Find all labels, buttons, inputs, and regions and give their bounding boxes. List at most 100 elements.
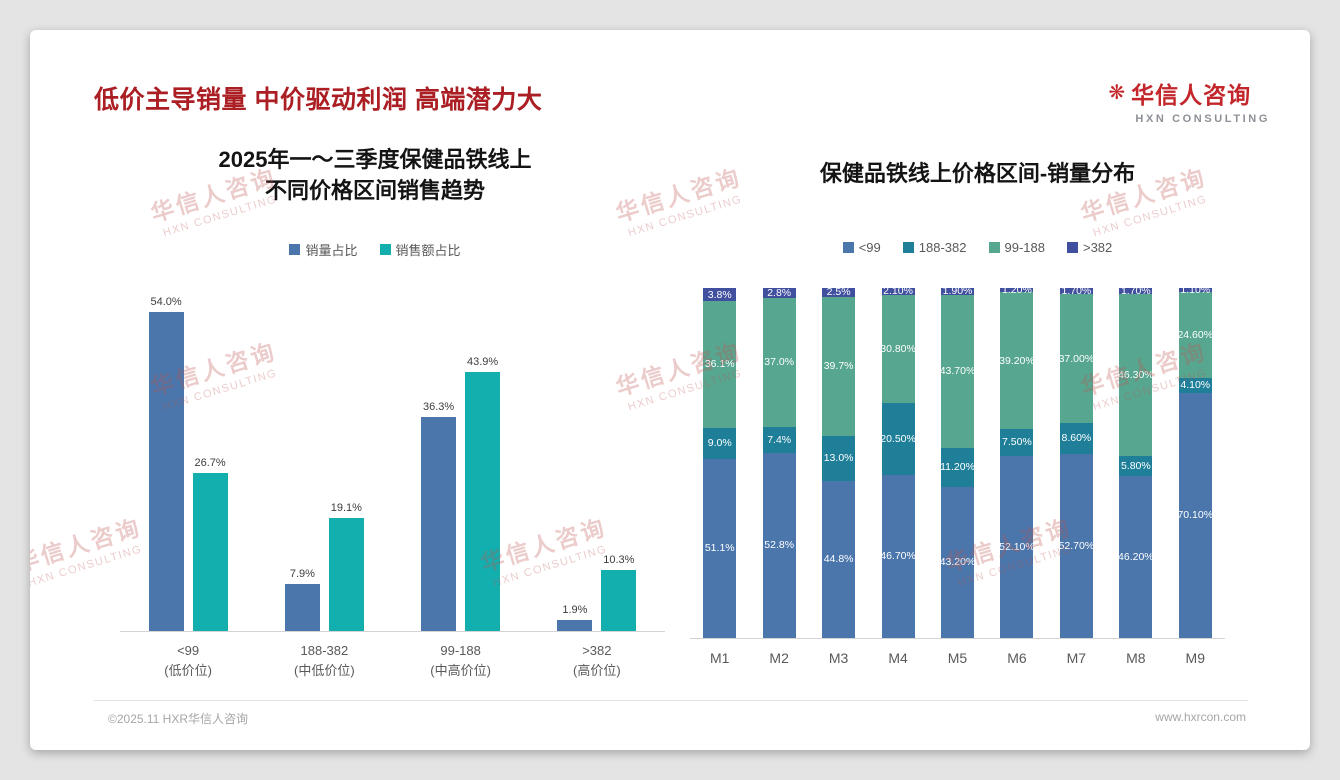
bar-value-label: 43.9% (467, 356, 499, 368)
segment-value-label: 37.0% (764, 356, 795, 369)
stack-segment-188-382 (1059, 423, 1093, 454)
segment-value-label: 3.8% (707, 288, 732, 301)
category-label: >382 (高价位) (532, 641, 662, 681)
stack-segment-188-382 (703, 427, 737, 460)
segment-value-label: 51.1% (704, 542, 735, 555)
segment-value-label: 5.80% (1120, 460, 1151, 473)
stack-segment-<99 (703, 459, 737, 638)
category-line: (中高价位) (430, 663, 491, 679)
stack-segment->382 (1000, 288, 1034, 293)
legend-label: >382 (1082, 240, 1113, 255)
legend-swatch (289, 244, 301, 255)
footer-divider (94, 700, 1248, 701)
stack-segment-99-188 (941, 294, 974, 448)
stack-segment->382 (822, 288, 856, 297)
stack-segment-<99 (822, 481, 856, 638)
segment-value-label: 44.8% (823, 553, 854, 566)
segment-value-label: 20.50% (880, 432, 916, 445)
legend-swatch (902, 242, 914, 253)
month-label: M8 (1126, 650, 1146, 666)
legend-label: 188-382 (918, 240, 967, 255)
category-line: <99 (177, 643, 200, 658)
bar-销售额占比 (601, 570, 637, 631)
segment-value-label: 1.70% (1061, 284, 1092, 297)
logo-name-cn: 华信人咨询 (1131, 82, 1252, 108)
segment-value-label: 52.8% (764, 539, 795, 552)
segment-value-label: 1.90% (942, 285, 973, 298)
stack-segment-188-382 (941, 447, 974, 487)
bar-value-label: 54.0% (150, 296, 182, 309)
segment-value-label: 1.10% (1180, 284, 1211, 297)
segment-value-label: 13.0% (823, 452, 854, 465)
segment-value-label: 7.4% (767, 434, 792, 447)
segment-value-label: 46.30% (1118, 368, 1154, 381)
segment-value-label: 39.20% (999, 354, 1035, 367)
segment-value-label: 39.7% (823, 360, 854, 373)
segment-value-label: 46.70% (880, 550, 916, 563)
month-label: M9 (1185, 650, 1205, 666)
stack-segment-188-382 (1000, 429, 1034, 456)
segment-value-label: 2.10% (883, 285, 913, 298)
category-line: (低价位) (164, 663, 212, 679)
bar-value-label: 10.3% (603, 554, 635, 567)
segment-value-label: 70.10% (1177, 509, 1214, 522)
stack-segment-99-188 (1119, 293, 1153, 456)
bar-value-label: 19.1% (330, 502, 362, 515)
segment-value-label: 37.00% (1058, 352, 1095, 365)
stack-segment->382 (1059, 288, 1093, 294)
month-label: M3 (828, 650, 849, 666)
legend-item: 188-382 (902, 240, 967, 255)
bar-销量占比 (421, 416, 457, 631)
segment-value-label: 46.20% (1118, 551, 1154, 564)
month-label: M5 (947, 650, 968, 666)
watermark-text-en: HXN CONSULTING (1091, 193, 1209, 240)
stack-segment-<99 (941, 486, 974, 638)
segment-value-label: 2.5% (826, 286, 851, 299)
bar-销量占比 (148, 312, 184, 631)
bar-value-label: 36.3% (423, 400, 455, 413)
stack-segment-<99 (762, 453, 796, 638)
legend-item: <99 (842, 240, 881, 255)
month-label: M4 (888, 650, 908, 666)
right-chart-legend: <99 188-382 99-188 >382 (690, 240, 1265, 255)
logo-row: ❋ 华信人咨询 (1108, 76, 1270, 110)
right-chart-title: 保健品铁线上价格区间-销量分布 (819, 161, 1136, 186)
stack-segment->382 (703, 288, 737, 302)
logo-name-en: HXN CONSULTING (1135, 113, 1270, 125)
month-label: M7 (1066, 650, 1087, 666)
bar-value-label: 7.9% (289, 568, 315, 581)
category-line: (中低价位) (294, 663, 355, 679)
left-chart-title-line2: 不同价格区间销售趋势 (264, 178, 485, 204)
month-label: M6 (1007, 650, 1027, 666)
stack-segment-188-382 (762, 427, 796, 454)
stack-segment-99-188 (762, 297, 796, 428)
legend-label: 销售额占比 (395, 243, 461, 258)
category-label: <99 (低价位) (123, 641, 253, 681)
stack-segment-99-188 (881, 295, 915, 403)
segment-value-label: 1.70% (1120, 284, 1151, 297)
stack-segment-188-382 (881, 402, 915, 475)
segment-value-label: 43.70% (939, 365, 976, 377)
logo: ❋ 华信人咨询 HXN CONSULTING (1108, 76, 1270, 125)
legend-item: >382 (1066, 240, 1113, 255)
bar-销量占比 (284, 584, 320, 631)
bar-value-label: 1.9% (562, 603, 588, 616)
legend-item: 99-188 (988, 240, 1045, 255)
bar-销售额占比 (328, 518, 364, 631)
stack-segment-99-188 (1000, 292, 1034, 430)
legend-label: 销量占比 (305, 243, 358, 258)
month-label: M2 (769, 650, 789, 666)
segment-value-label: 2.8% (767, 286, 792, 299)
slide: 华信人咨询 HXN CONSULTING 华信人咨询 HXN CONSULTING 华信… (30, 30, 1310, 750)
stack-segment-<99 (1059, 453, 1093, 638)
segment-value-label: 30.80% (880, 342, 916, 355)
legend-swatch (842, 242, 854, 253)
segment-value-label: 36.1% (704, 358, 735, 371)
segment-value-label: 4.10% (1180, 379, 1211, 392)
stack-segment->382 (762, 288, 796, 298)
stack-segment-99-188 (822, 296, 856, 436)
slide-title: 低价主导销量 中价驱动利润 高端潜力大 (94, 86, 543, 114)
stack-segment-188-382 (1178, 378, 1212, 393)
segment-value-label: 11.20% (940, 461, 975, 474)
